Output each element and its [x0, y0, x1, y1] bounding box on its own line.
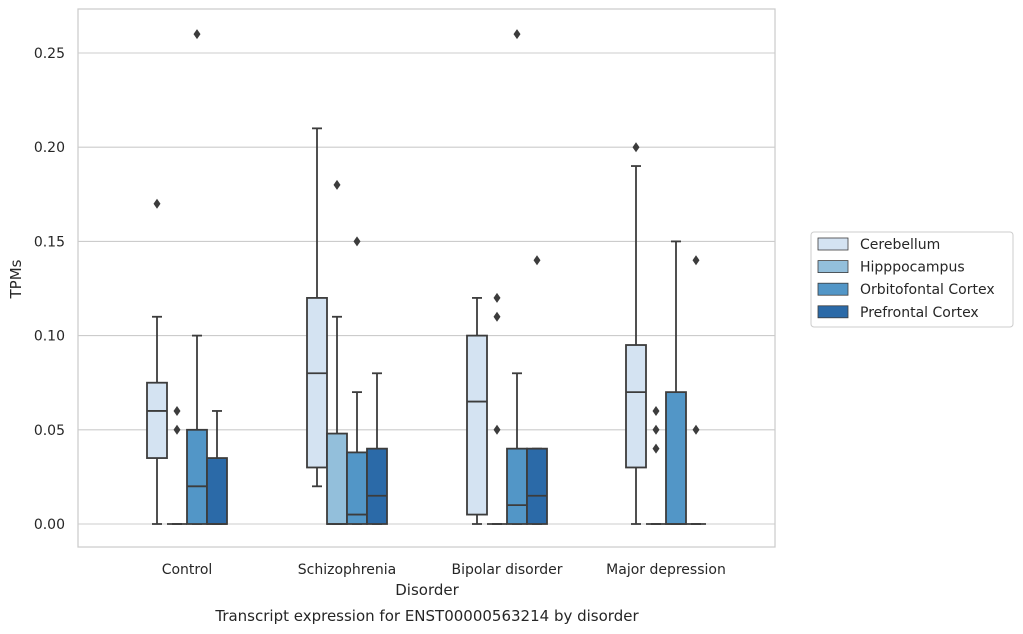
outlier-point [533, 255, 541, 266]
chart-caption: Transcript expression for ENST0000056321… [214, 607, 639, 625]
box-iqr [326, 432, 348, 525]
outlier-point [493, 311, 501, 322]
outlier-point [652, 424, 660, 435]
box-cerebellum [466, 297, 488, 525]
legend-swatch [817, 305, 849, 319]
outlier-point [652, 443, 660, 454]
y-tick-label: 0.25 [34, 46, 65, 62]
box-hipppocampus [646, 405, 666, 525]
box-hipppocampus [167, 405, 187, 525]
outlier-point [353, 236, 361, 247]
box-prefrontal-cortex [206, 410, 228, 525]
outlier-point [692, 255, 700, 266]
outlier-point [173, 405, 181, 416]
legend: Cerebellum Hipppocampus Orbitofontal Corte… [810, 231, 1014, 328]
outlier-point [493, 424, 501, 435]
legend-frame [810, 231, 1014, 328]
legend-swatch [817, 282, 849, 296]
box-cerebellum [625, 142, 647, 525]
x-tick-label: Control [162, 562, 213, 578]
box-iqr [206, 457, 228, 525]
legend-swatch [817, 237, 849, 251]
box-groups [146, 29, 706, 525]
box-prefrontal-cortex [366, 372, 388, 525]
box-cerebellum [146, 198, 168, 525]
box-iqr [346, 451, 368, 525]
box-orbitofontal-cortex [186, 29, 208, 525]
box-iqr [186, 428, 208, 525]
x-tick-label: Major depression [606, 562, 726, 578]
box-orbitofontal-cortex [665, 240, 687, 525]
box-prefrontal-cortex [526, 255, 548, 525]
x-tick-label: Schizophrenia [298, 562, 396, 578]
box-iqr [526, 447, 548, 525]
y-axis-title: TPMs [7, 259, 25, 299]
box-prefrontal-cortex [686, 255, 706, 525]
x-tick-labels: Control Schizophrenia Bipolar disorder Majo… [162, 562, 726, 578]
outlier-point [493, 292, 501, 303]
y-tick-label: 0.05 [34, 423, 65, 439]
box-iqr [306, 297, 328, 469]
y-tick-label: 0.00 [34, 517, 65, 533]
y-tick-label: 0.20 [34, 140, 65, 156]
box-iqr [466, 334, 488, 516]
x-axis-title: Disorder [395, 581, 459, 599]
legend-label: Orbitofontal Cortex [860, 282, 995, 298]
outlier-point [652, 405, 660, 416]
outlier-point [173, 424, 181, 435]
box-iqr [665, 391, 687, 525]
plot-area-frame [77, 8, 776, 548]
box-iqr [366, 447, 388, 525]
outlier-point [153, 198, 161, 209]
x-tick-label: Bipolar disorder [451, 562, 562, 578]
outlier-point [632, 142, 640, 153]
y-tick-labels: 0.00 0.05 0.10 0.15 0.20 0.25 [34, 46, 65, 533]
y-tick-label: 0.10 [34, 329, 65, 345]
outlier-point [333, 179, 341, 190]
box-iqr [146, 381, 168, 459]
legend-label: Prefrontal Cortex [860, 305, 979, 321]
legend-swatch [817, 260, 849, 274]
box-iqr [506, 447, 528, 525]
box-cerebellum [306, 127, 328, 488]
outlier-point [193, 29, 201, 40]
legend-label: Cerebellum [860, 237, 940, 253]
legend-label: Hipppocampus [860, 260, 965, 276]
y-tick-label: 0.15 [34, 234, 65, 250]
box-iqr [625, 344, 647, 469]
box-orbitofontal-cortex [506, 29, 528, 525]
box-hipppocampus [487, 292, 507, 525]
outlier-point [513, 29, 521, 40]
box-orbitofontal-cortex [346, 236, 368, 525]
box-hipppocampus [326, 179, 348, 525]
outlier-point [692, 424, 700, 435]
